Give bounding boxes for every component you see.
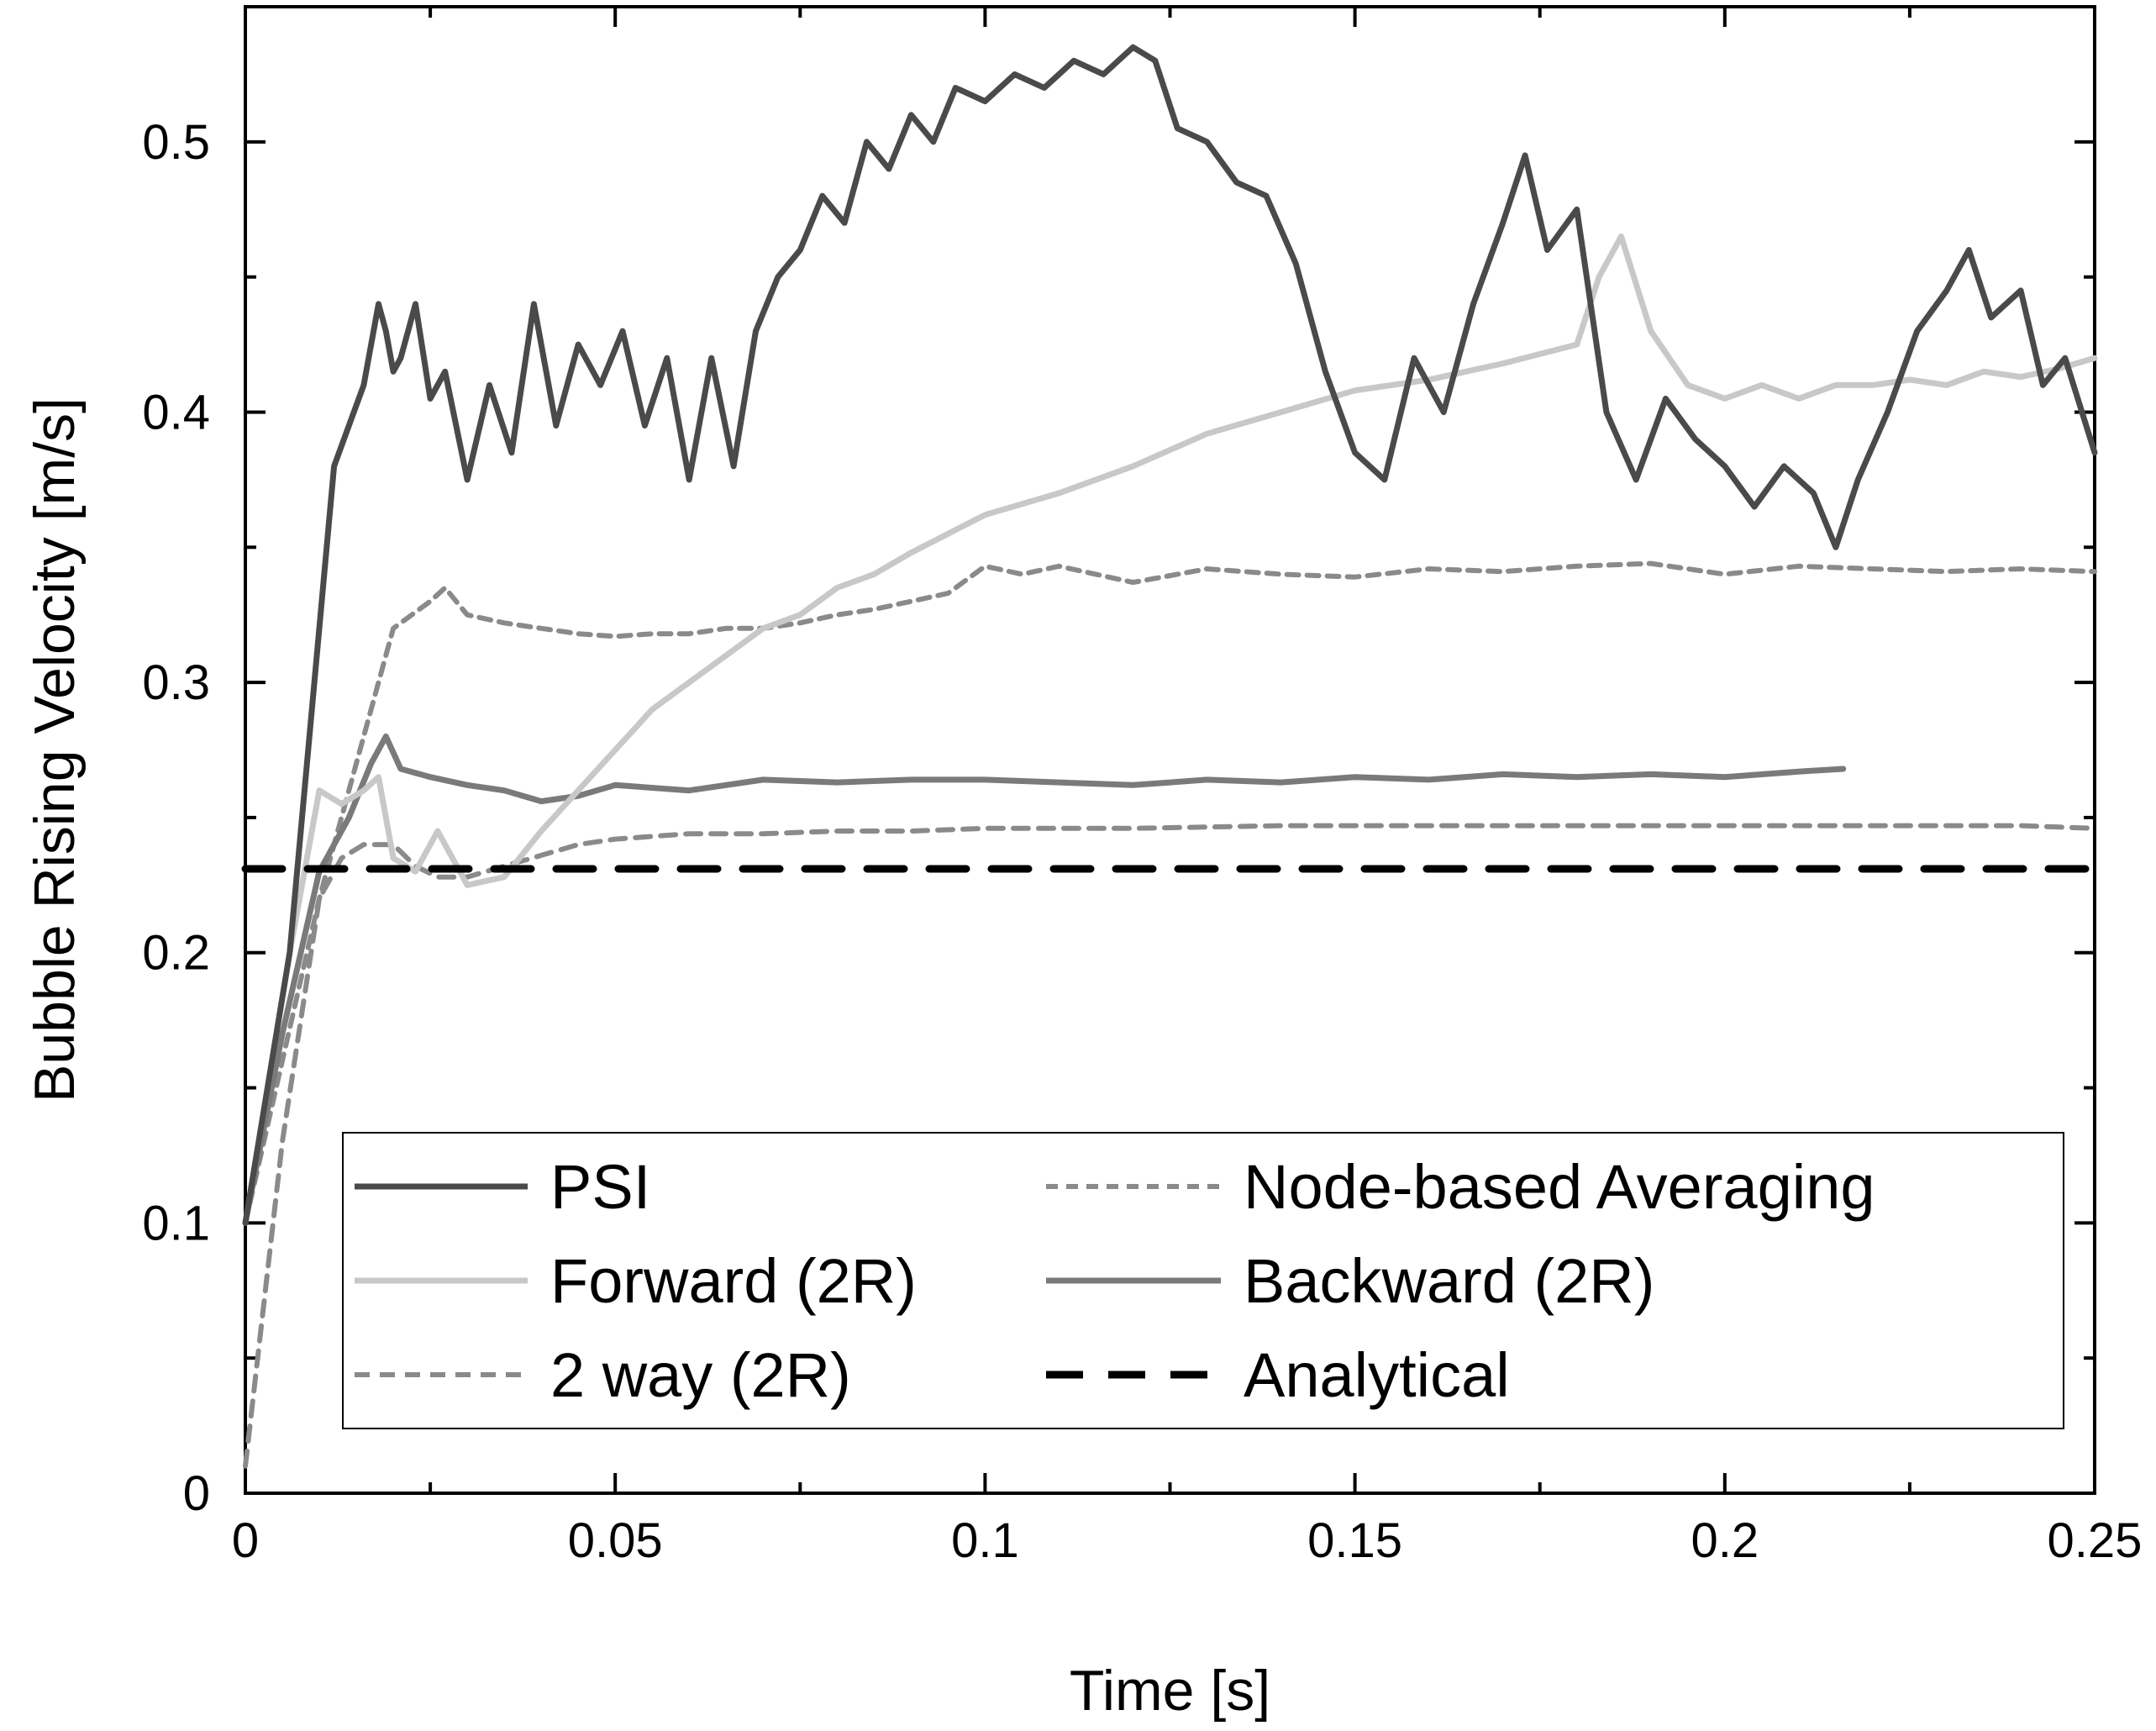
series-line-2-way-2r	[243, 823, 2097, 1469]
legend-label: PSI	[550, 1152, 650, 1222]
series-line-node-based-averaging	[243, 560, 2097, 1226]
x-tick-label: 0.25	[2048, 1513, 2143, 1568]
x-tick-label: 0.2	[1691, 1513, 1759, 1568]
x-tick-label: 0.1	[951, 1513, 1019, 1568]
x-tick-label: 0.05	[568, 1513, 663, 1568]
y-tick-label: 0.1	[142, 1196, 210, 1250]
y-tick-label: 0	[183, 1466, 210, 1521]
y-tick-label: 0.5	[142, 115, 210, 170]
legend-label: Analytical	[1244, 1340, 1510, 1410]
y-tick-label: 0.3	[142, 655, 210, 710]
x-axis-title: Time [s]	[1070, 1659, 1270, 1723]
legend-label: Backward (2R)	[1244, 1246, 1654, 1316]
legend-label: Node-based Averaging	[1244, 1152, 1875, 1222]
y-axis-ticks: 0 0.1 0.2 0.3 0.4 0.5	[142, 5, 2095, 1521]
x-tick-label: 0.15	[1307, 1513, 1402, 1568]
series-line-backward-2r	[242, 733, 1847, 1226]
y-tick-label: 0.2	[142, 926, 210, 981]
legend-label: 2 way (2R)	[550, 1340, 851, 1410]
y-axis-title: Bubble Rising Velocity [m/s]	[23, 397, 87, 1102]
x-tick-label: 0	[232, 1513, 259, 1568]
legend-label: Forward (2R)	[550, 1246, 917, 1316]
legend: PSI Node-based Averaging Forward (2R) Backw…	[342, 1132, 2064, 1429]
y-tick-label: 0.4	[142, 385, 210, 439]
x-axis-ticks: 0 0.05 0.1 0.15 0.2 0.25	[232, 7, 2143, 1568]
series-line-forward-2r	[242, 233, 2098, 1226]
series-line-psi	[242, 44, 2098, 1226]
series-layer	[241, 44, 2099, 1469]
